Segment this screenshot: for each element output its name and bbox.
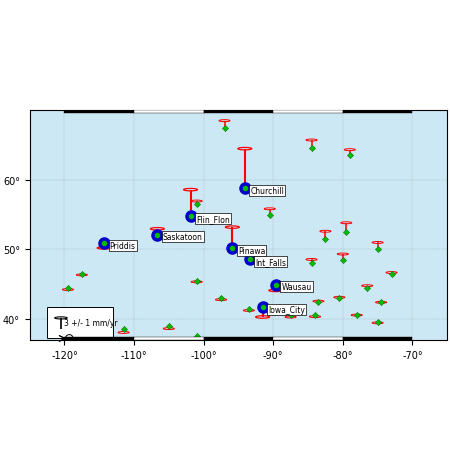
Text: Flin_Flon: Flin_Flon (196, 215, 230, 224)
Text: 3 +/- 1 mm/yr: 3 +/- 1 mm/yr (64, 318, 117, 327)
Text: Priddis: Priddis (110, 241, 136, 250)
Bar (64, 111, 134, 114)
Bar (64, 337, 134, 340)
Bar (203, 337, 273, 340)
Bar (203, 111, 273, 114)
Bar (273, 337, 343, 340)
Bar (134, 111, 203, 114)
Text: Iowa_City: Iowa_City (268, 305, 305, 314)
Text: Churchill: Churchill (250, 187, 284, 196)
Text: Int_Falls: Int_Falls (255, 257, 286, 266)
Text: Wausau: Wausau (281, 283, 311, 292)
Bar (47, 308, 113, 339)
Bar (343, 337, 412, 340)
Text: Saskatoon: Saskatoon (163, 233, 203, 242)
Bar (134, 337, 203, 340)
Bar (273, 111, 343, 114)
Text: Pinawa: Pinawa (238, 246, 266, 255)
Bar (343, 111, 412, 114)
